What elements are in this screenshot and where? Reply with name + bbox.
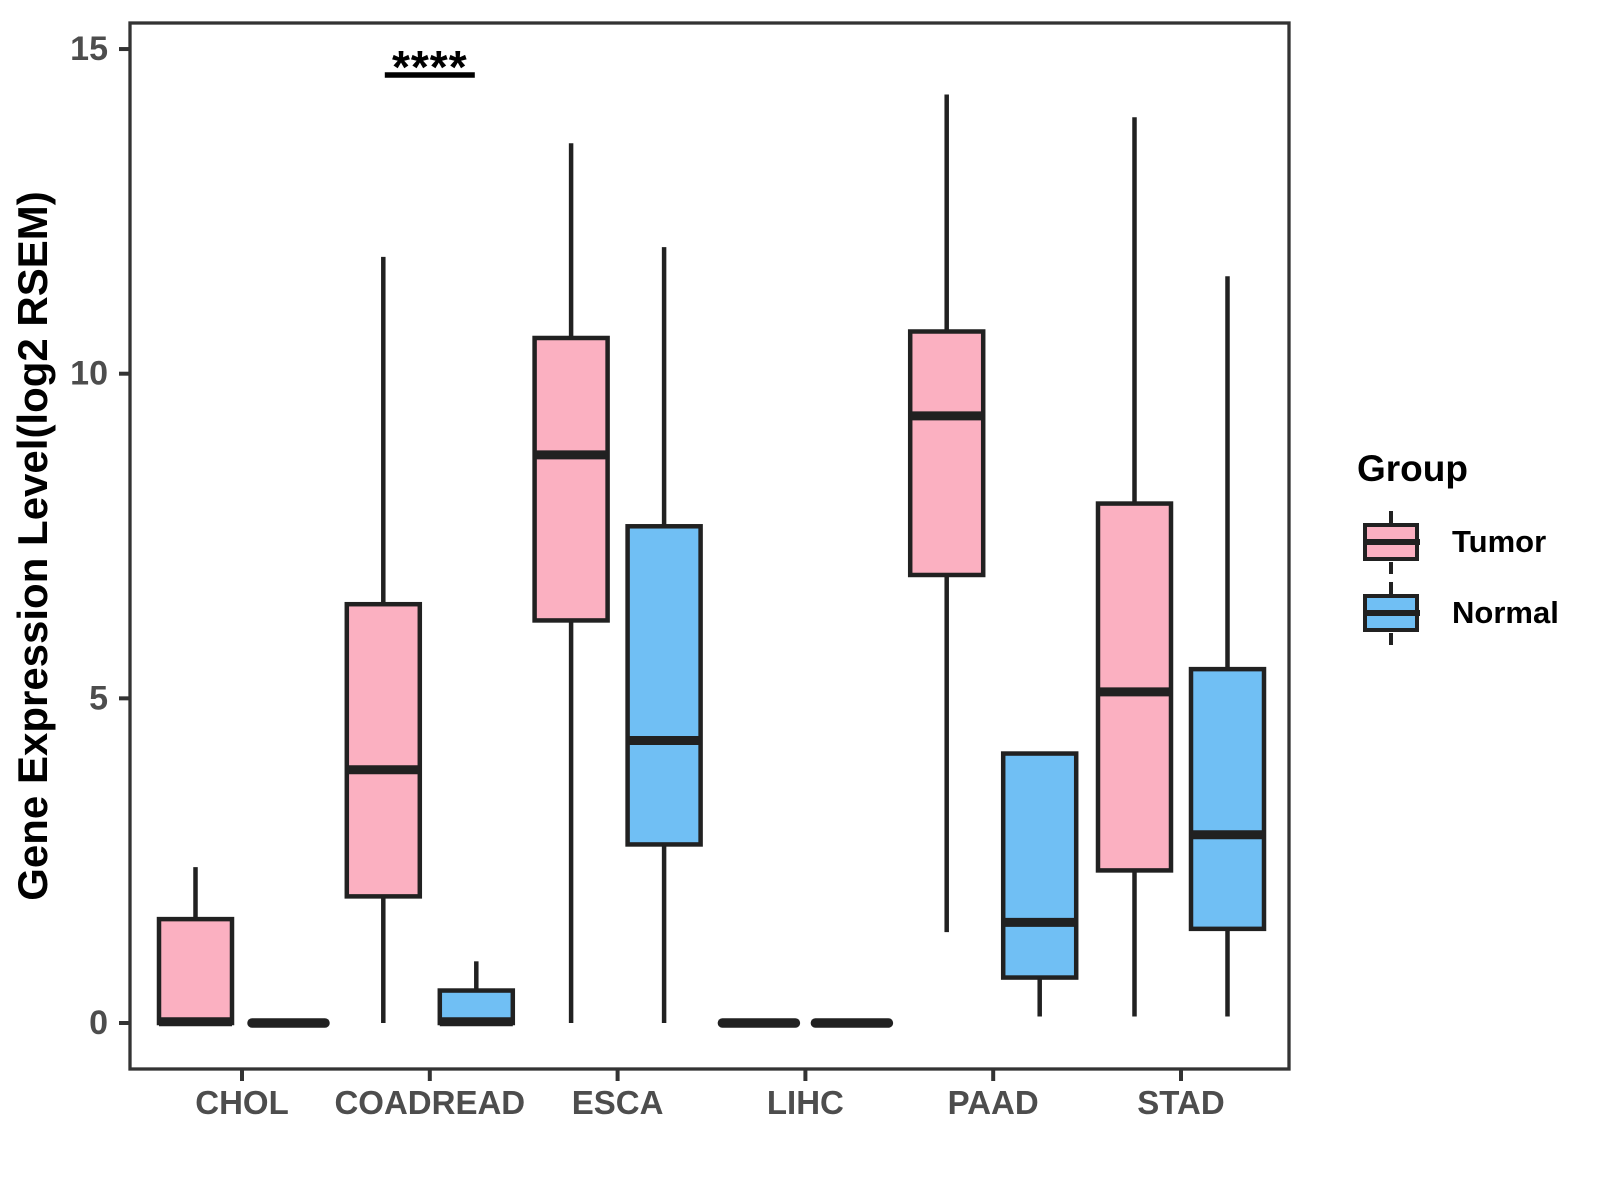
y-tick-label: 10 xyxy=(70,355,108,393)
significance-stars: **** xyxy=(392,41,468,93)
plot-border xyxy=(128,21,1291,1071)
x-tick-label-chol: CHOL xyxy=(195,1084,289,1121)
legend-item-tumor: Tumor xyxy=(1362,510,1547,574)
normal-key-median-line xyxy=(1362,610,1420,616)
legend-item-normal: Normal xyxy=(1362,581,1559,645)
iqr-box xyxy=(1188,666,1267,932)
significance-annotation: **** xyxy=(384,41,475,93)
legend-label-tumor: Tumor xyxy=(1452,524,1547,559)
iqr-box xyxy=(156,916,235,1026)
x-tick-label-esca: ESCA xyxy=(572,1084,664,1121)
iqr-box xyxy=(1000,751,1079,980)
legend-title: Group xyxy=(1357,448,1468,489)
box-chol-tumor xyxy=(156,867,235,1027)
iqr-box xyxy=(907,329,986,578)
y-axis-title: Gene Expression Level(log2 RSEM) xyxy=(9,191,56,901)
box-esca-normal xyxy=(625,247,703,1023)
y-tick-label: 15 xyxy=(70,30,108,68)
iqr-box xyxy=(344,601,423,899)
iqr-box xyxy=(532,335,610,623)
iqr-box xyxy=(1095,501,1174,873)
legend-label-normal: Normal xyxy=(1452,595,1559,630)
tumor-boxplot-key-icon xyxy=(1362,510,1420,574)
box-coadread-normal xyxy=(437,961,516,1027)
x-tick-label-lihc: LIHC xyxy=(767,1084,844,1121)
box-stad-normal xyxy=(1188,276,1267,1017)
box-paad-tumor xyxy=(907,94,986,933)
x-tick-label-paad: PAAD xyxy=(948,1084,1039,1121)
iqr-box xyxy=(625,524,703,847)
box-coadread-tumor xyxy=(344,256,423,1023)
y-tick-label: 0 xyxy=(89,1004,108,1042)
x-tick-label-stad: STAD xyxy=(1137,1084,1224,1121)
y-tick-label: 5 xyxy=(89,679,108,717)
box-stad-tumor xyxy=(1095,117,1174,1017)
box-paad-normal xyxy=(1000,751,1079,1017)
normal-boxplot-key-icon xyxy=(1362,581,1420,645)
tumor-key-median-line xyxy=(1362,539,1420,545)
x-tick-label-coadread: COADREAD xyxy=(334,1084,525,1121)
box-esca-tumor xyxy=(532,143,610,1023)
